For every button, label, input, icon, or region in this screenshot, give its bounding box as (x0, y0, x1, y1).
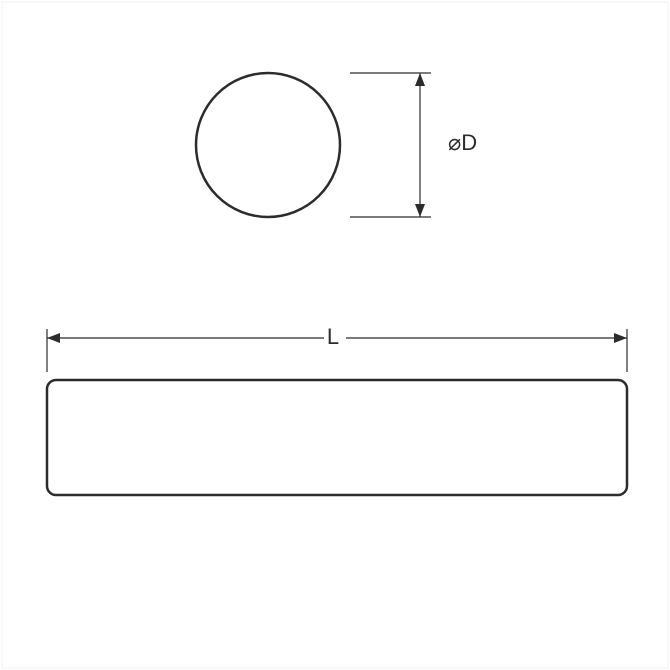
technical-drawing: ⌀D L (0, 0, 670, 670)
dim-d-label: ⌀D (448, 130, 477, 155)
circle-top-view (196, 73, 340, 217)
dim-l-arrow-right (614, 333, 627, 343)
dim-l-label: L (327, 324, 339, 349)
dim-d-arrow-bottom (415, 204, 425, 217)
dim-d-arrow-top (415, 73, 425, 86)
rect-side-view (47, 380, 627, 495)
dim-l-arrow-left (47, 333, 60, 343)
